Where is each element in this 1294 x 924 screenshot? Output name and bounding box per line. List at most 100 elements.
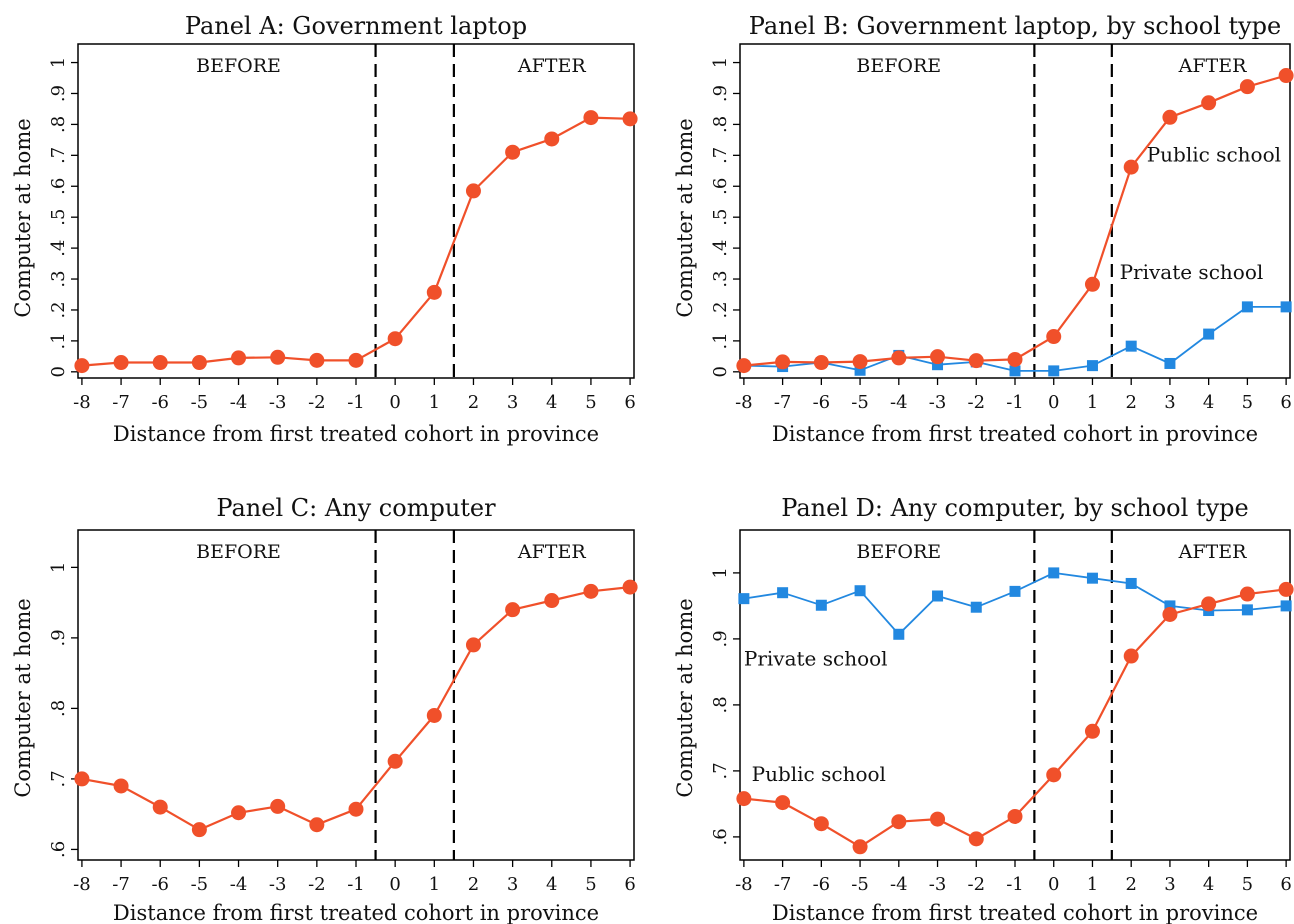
phase-label: BEFORE	[856, 541, 941, 563]
data-point	[1162, 109, 1178, 125]
data-point	[505, 144, 521, 160]
data-point	[932, 590, 944, 602]
y-tick-label: .7	[710, 147, 731, 164]
phase-label: AFTER	[517, 55, 586, 77]
x-tick-label: 2	[468, 392, 479, 413]
data-point	[505, 602, 521, 618]
data-point	[1280, 600, 1292, 612]
data-point	[930, 811, 946, 827]
x-tick-label: 1	[1087, 392, 1098, 413]
data-point	[1046, 767, 1062, 783]
data-point	[854, 364, 866, 376]
data-point	[1123, 648, 1139, 664]
data-point	[152, 799, 168, 815]
data-point	[891, 814, 907, 830]
y-tick-label: 0	[710, 366, 731, 377]
data-point	[815, 599, 827, 611]
x-axis-label: Distance from first treated cohort in pr…	[772, 422, 1258, 446]
plot-marks: 0 .1 .2 .3 .4 .5 .6 .7 .8 .9 1 -8 -7 -6 -5 -4 -3 -2 -1 0 1 2 3…	[710, 44, 1294, 413]
x-tick-label: 4	[546, 392, 557, 413]
data-point	[348, 352, 364, 368]
panel-a: Panel A: Government laptop Computer at h…	[11, 12, 638, 446]
y-tick-label: .9	[48, 629, 69, 646]
x-tick-label: -3	[269, 392, 287, 413]
series-label: Public school	[752, 762, 886, 786]
x-tick-label: 6	[624, 874, 635, 895]
x-tick-label: -5	[191, 392, 209, 413]
data-point	[852, 354, 868, 370]
x-tick-label: -6	[151, 392, 169, 413]
y-tick-label: 1	[48, 57, 69, 68]
y-tick-label: 0	[48, 366, 69, 377]
series-label: Private school	[1120, 260, 1264, 284]
y-tick-label: 1	[48, 562, 69, 573]
data-point	[1086, 572, 1098, 584]
panel-title: Panel B: Government laptop, by school ty…	[749, 12, 1282, 40]
x-tick-label: -7	[774, 874, 792, 895]
data-point	[1009, 585, 1021, 597]
x-tick-label: -1	[347, 392, 365, 413]
data-point	[1278, 581, 1294, 597]
data-point	[231, 805, 247, 821]
x-tick-label: 6	[624, 392, 635, 413]
data-point	[544, 593, 560, 609]
data-point	[968, 831, 984, 847]
y-tick-label: .7	[48, 770, 69, 787]
data-point	[1164, 600, 1176, 612]
plot-marks: 0 .1 .2 .3 .4 .5 .6 .7 .8 .9 1 -8 -7 -6 -5 -4 -3 -2 -1 0 1 2 3…	[48, 44, 638, 413]
data-point	[736, 791, 752, 807]
y-tick-label: .7	[710, 762, 731, 779]
data-point	[1007, 351, 1023, 367]
data-point	[1046, 329, 1062, 345]
data-point	[1009, 365, 1021, 377]
data-point	[932, 359, 944, 371]
y-axis-label: Computer at home	[11, 118, 35, 317]
y-tick-label: .3	[48, 270, 69, 287]
x-tick-label: 5	[1242, 874, 1253, 895]
x-tick-label: -4	[230, 874, 248, 895]
data-point	[270, 798, 286, 814]
x-tick-label: -2	[967, 874, 985, 895]
panel-title: Panel A: Government laptop	[185, 12, 527, 40]
data-point	[893, 628, 905, 640]
x-tick-label: -1	[347, 874, 365, 895]
data-point	[1123, 159, 1139, 175]
x-tick-label: 1	[429, 874, 440, 895]
data-point	[813, 355, 829, 371]
data-point	[622, 579, 638, 595]
data-point	[1007, 808, 1023, 824]
phase-label: BEFORE	[196, 55, 281, 77]
x-tick-label: 3	[507, 392, 518, 413]
y-tick-label: .5	[48, 209, 69, 226]
x-tick-label: 5	[585, 392, 596, 413]
data-point	[1278, 68, 1294, 84]
x-tick-label: 3	[1164, 392, 1175, 413]
plot-marks: .6 .7 .8 .9 1 -8 -7 -6 -5 -4 -3 -2 -1 0 1 2 3 4 5 6 BEFORE AF…	[710, 530, 1294, 895]
data-point	[191, 822, 207, 838]
y-axis-label: Computer at home	[11, 598, 35, 797]
data-point	[968, 353, 984, 369]
data-point	[1239, 79, 1255, 95]
y-tick-label: .4	[710, 240, 731, 257]
x-tick-label: 0	[1048, 392, 1059, 413]
data-point	[1241, 604, 1253, 616]
panel-title: Panel C: Any computer	[216, 494, 496, 522]
x-tick-label: 1	[429, 392, 440, 413]
data-point	[544, 131, 560, 147]
data-point	[231, 350, 247, 366]
data-point	[74, 358, 90, 374]
x-tick-label: 6	[1280, 874, 1291, 895]
x-tick-label: -3	[269, 874, 287, 895]
x-tick-label: -8	[73, 392, 91, 413]
y-axis-label: Computer at home	[673, 598, 697, 797]
x-axis-label: Distance from first treated cohort in pr…	[113, 901, 599, 924]
phase-label: AFTER	[517, 541, 586, 563]
data-point	[930, 349, 946, 365]
x-tick-label: -4	[230, 392, 248, 413]
data-point	[1086, 360, 1098, 372]
data-point	[465, 637, 481, 653]
data-point	[113, 778, 129, 794]
x-tick-label: 4	[1203, 392, 1214, 413]
panel-c: Panel C: Any computer Computer at home D…	[11, 494, 638, 924]
y-tick-label: .5	[710, 209, 731, 226]
